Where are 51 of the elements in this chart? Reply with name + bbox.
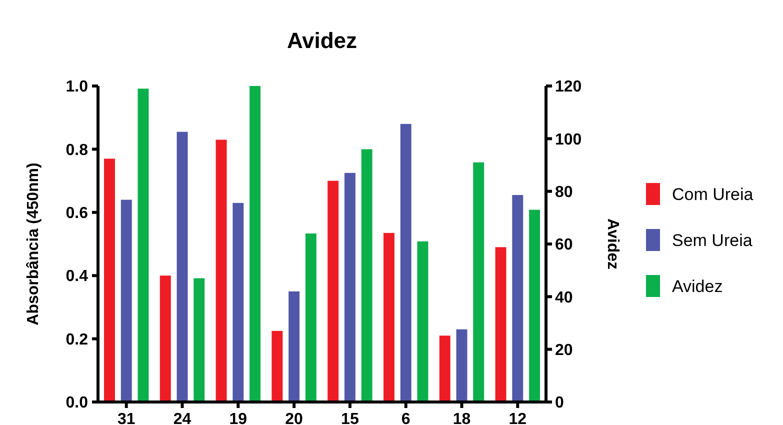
x-tick-label: 18 [452,411,471,425]
y-tick-label: 0.0 [66,394,88,412]
y-tick-label: 0.4 [66,268,88,286]
y-tick-label: 0.6 [66,205,88,222]
y2-tick-label: 80 [555,184,573,201]
bar [328,180,339,402]
bar [288,291,300,402]
bar [456,329,468,402]
legend-label: Com Ureia [672,184,754,204]
chart-title: Avidez [286,28,358,53]
bar [305,233,316,402]
bar [400,124,412,402]
x-tick-label: 15 [341,411,359,425]
bar [272,330,283,402]
bar [512,195,524,402]
bar [194,278,205,402]
bar [439,336,450,402]
bar [361,149,372,402]
x-tick-label: 24 [173,411,192,425]
y2-axis-title: Avidez [604,218,621,270]
y2-tick-label: 60 [555,236,573,254]
x-tick-label: 19 [229,411,248,425]
legend-label: Sem Ureia [672,230,753,250]
bar [232,202,244,402]
bar [104,158,115,402]
bar [160,276,171,402]
y-tick-label: 0.2 [66,331,88,348]
x-tick-label: 31 [117,411,136,425]
bar [473,162,484,402]
bar [120,200,132,402]
x-tick-label: 6 [401,411,410,425]
x-tick-label: 20 [285,411,304,425]
y-tick-label: 0.8 [66,142,88,159]
y-tick-label: 1.0 [66,78,88,96]
y2-tick-label: 20 [555,342,573,359]
bar [216,140,227,402]
bar [176,132,188,402]
y-axis-title: Absorbância (450nm) [25,162,42,326]
y2-tick-label: 40 [555,289,573,306]
bar [529,210,540,402]
bar [250,86,261,402]
y2-tick-label: 100 [555,131,582,148]
bar [495,247,506,402]
bar [383,232,394,402]
bar [138,88,149,402]
legend-label: Avidez [672,276,723,296]
bar [344,172,356,402]
x-tick-label: 12 [508,411,527,425]
bar [417,241,428,402]
y2-tick-label: 0 [555,394,564,412]
y2-tick-label: 120 [555,78,582,96]
